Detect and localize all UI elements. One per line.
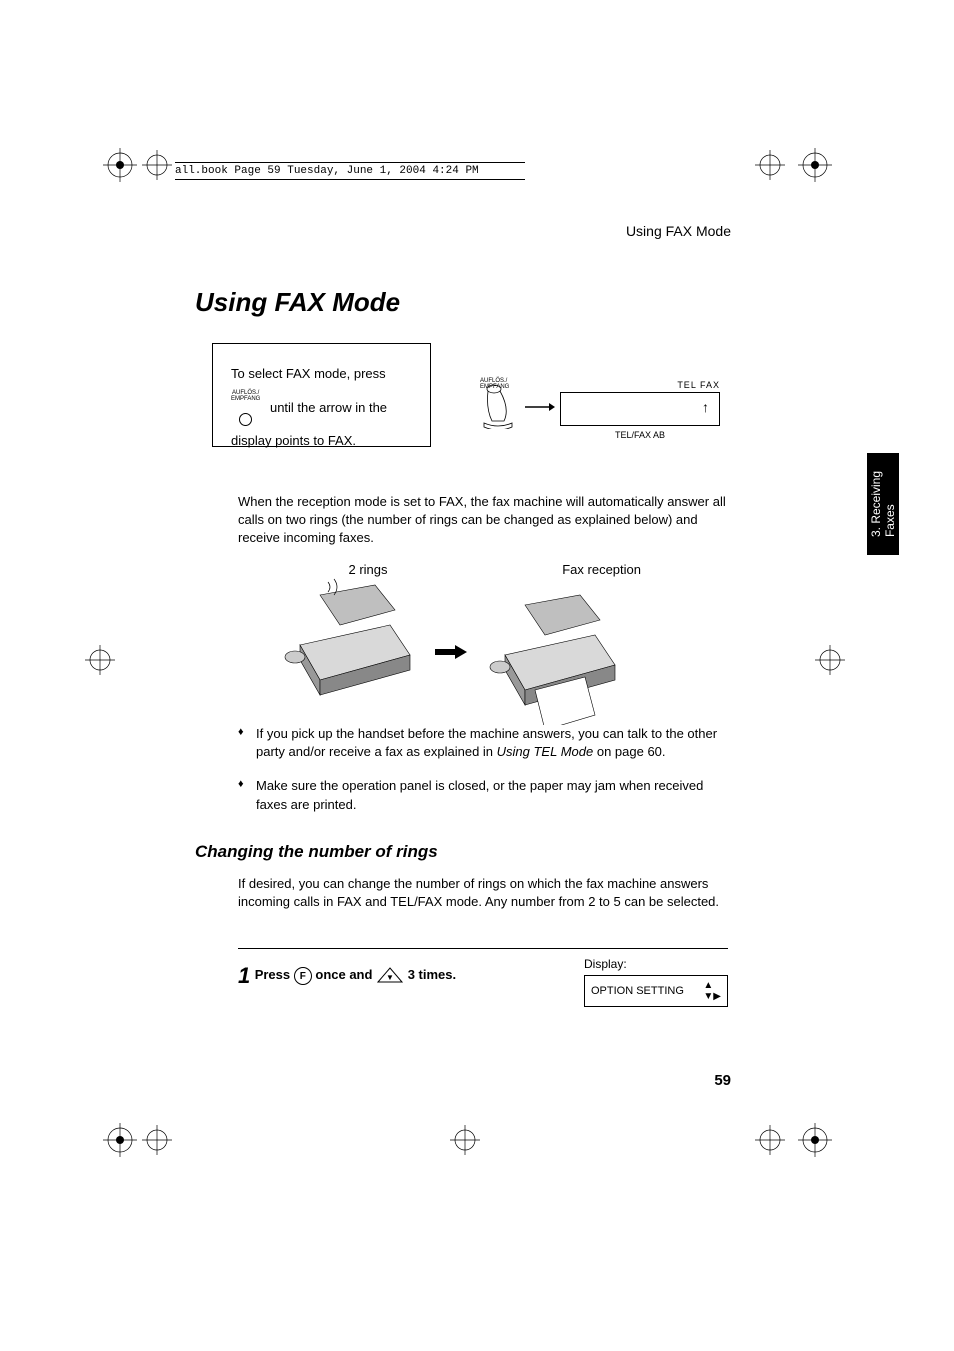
page-number: 59 — [714, 1072, 731, 1089]
lcd-top-labels: TEL FAX — [560, 380, 720, 390]
reg-mark-bc — [445, 1120, 485, 1160]
auflos-button-icon — [239, 413, 252, 426]
running-head: Using FAX Mode — [626, 223, 731, 239]
step-1: 1 Press F once and ▼ 3 times. Display: O… — [238, 948, 728, 989]
reg-mark-br — [740, 1115, 840, 1165]
bullet-2: Make sure the operation panel is closed,… — [238, 777, 728, 813]
chapter-tab: 3. ReceivingFaxes — [867, 453, 899, 555]
display-box: Display: OPTION SETTING ▲▼▶ — [584, 957, 728, 1007]
print-header: all.book Page 59 Tuesday, June 1, 2004 4… — [175, 162, 525, 180]
reg-mark-bl — [95, 1115, 175, 1165]
display-label: Display: — [584, 957, 728, 971]
reg-mark-ml — [80, 640, 120, 680]
page: all.book Page 59 Tuesday, June 1, 2004 4… — [0, 0, 954, 1351]
instruction-line3: display points to FAX. — [231, 431, 420, 451]
instruction-line1: To select FAX mode, press — [231, 364, 420, 384]
step-text: Press F once and ▼ 3 times. — [255, 967, 456, 982]
step-number: 1 — [238, 963, 250, 989]
reg-mark-tr — [740, 140, 840, 190]
chapter-tab-label: 3. ReceivingFaxes — [869, 471, 897, 537]
page-title: Using FAX Mode — [195, 287, 400, 318]
nav-arrows-icon: ▲▼▶ — [703, 980, 721, 1002]
instruction-box: To select FAX mode, press AUFLÖS./EMPFAN… — [212, 343, 431, 447]
bullet-1: If you pick up the handset before the ma… — [238, 725, 728, 761]
display-lcd: OPTION SETTING ▲▼▶ — [584, 975, 728, 1007]
paragraph-2: If desired, you can change the number of… — [238, 875, 728, 911]
instruction-line2: until the arrow in the — [270, 400, 387, 415]
svg-text:▼: ▼ — [386, 973, 394, 982]
fax-machines-diagram — [260, 575, 660, 725]
lcd-bottom-label: TEL/FAX AB — [560, 430, 720, 440]
reg-mark-mr — [810, 640, 850, 680]
bullet-list: If you pick up the handset before the ma… — [238, 725, 728, 830]
triangle-button-icon: ▼ — [376, 966, 404, 987]
arrow-right-icon — [525, 396, 555, 419]
reg-mark-tl — [95, 140, 175, 190]
f-button-icon: F — [294, 967, 312, 985]
paragraph-1: When the reception mode is set to FAX, t… — [238, 493, 728, 548]
lcd-display: ↑ — [560, 392, 720, 426]
subheading: Changing the number of rings — [195, 842, 438, 862]
lcd-arrow-icon: ↑ — [702, 399, 709, 415]
button-label-auflos: AUFLÖS./EMPFANG — [231, 390, 260, 402]
finger-press-icon — [480, 381, 518, 429]
display-lcd-text: OPTION SETTING — [591, 985, 684, 997]
